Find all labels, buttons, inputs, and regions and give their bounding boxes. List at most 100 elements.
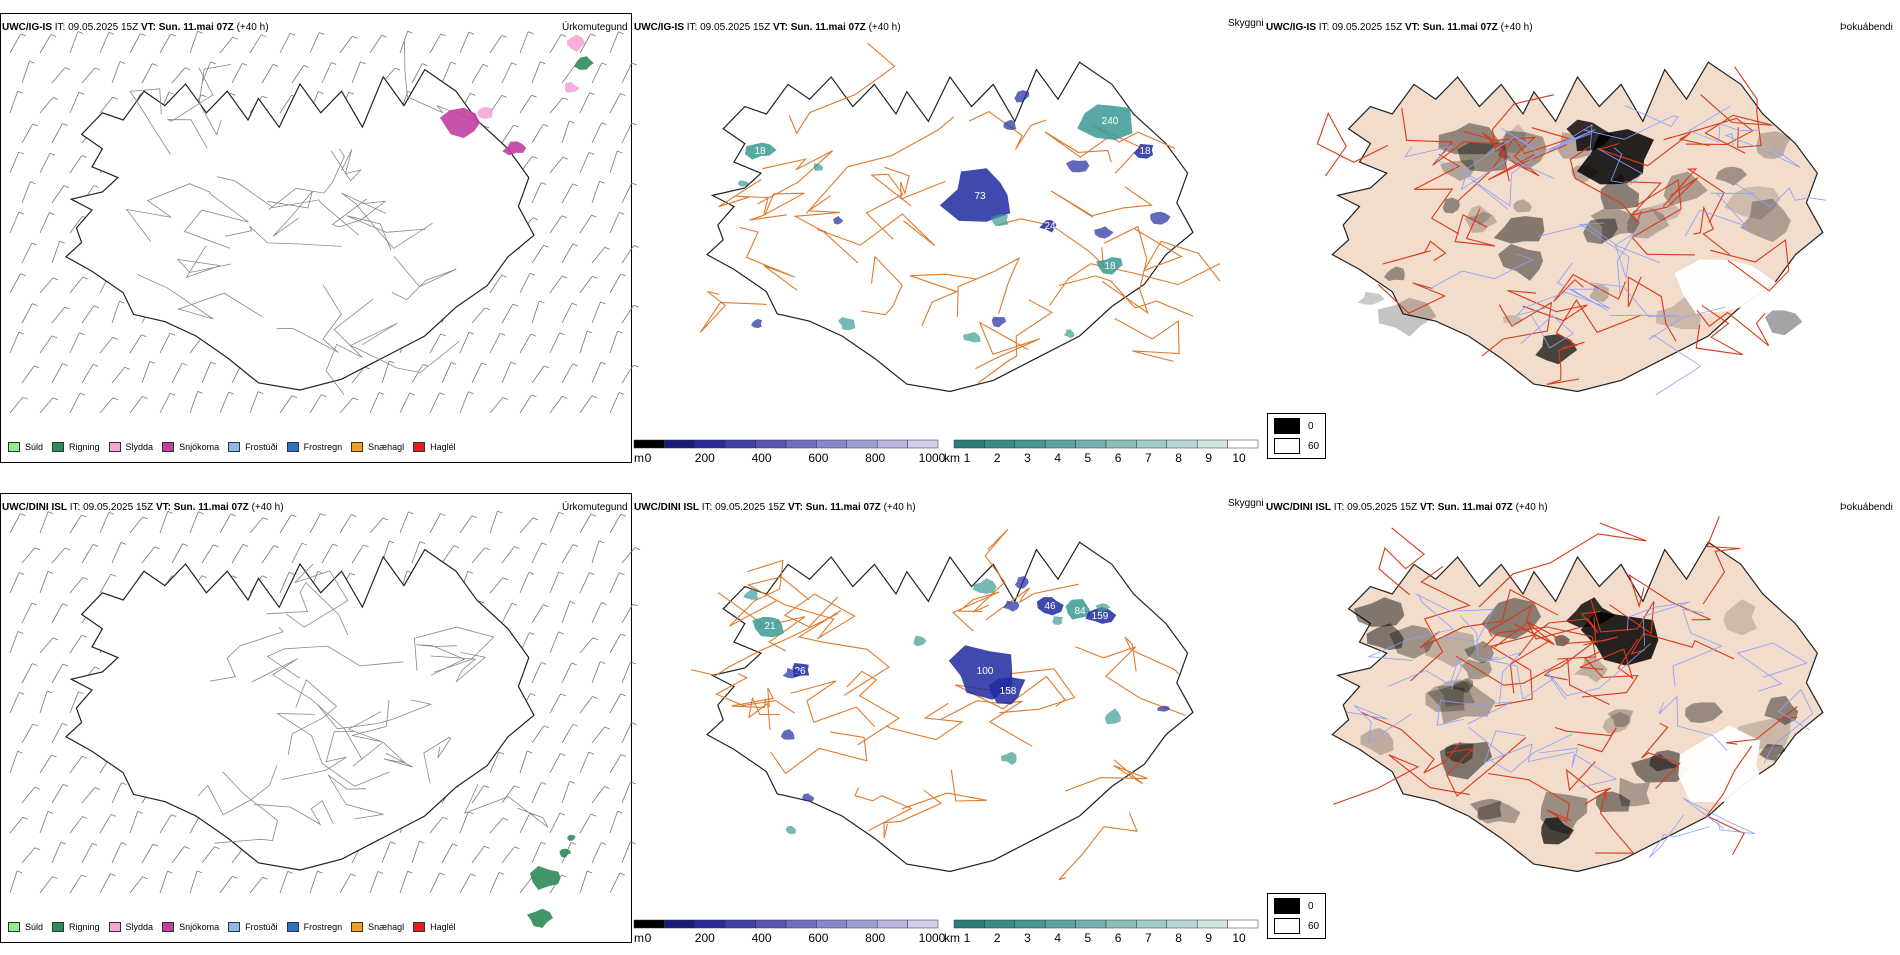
wind-barb — [502, 577, 509, 581]
wind-barb — [39, 97, 54, 114]
wind-barb — [184, 846, 190, 849]
wind-barb — [501, 62, 512, 84]
wind-barb — [429, 333, 441, 354]
weather-area — [1574, 657, 1608, 683]
road-line — [1578, 222, 1661, 279]
wind-barb — [201, 544, 214, 564]
colorbar-tick: 3 — [1024, 451, 1031, 465]
road-line — [1539, 747, 1618, 788]
wind-barb — [621, 722, 632, 744]
wind-barb — [189, 391, 199, 414]
wind-barb — [317, 570, 323, 574]
weather-area — [1104, 708, 1121, 725]
wind-barb — [201, 361, 212, 384]
wind-barb — [9, 273, 21, 294]
wind-barb — [319, 32, 325, 35]
wind-barb — [288, 571, 295, 575]
wind-barb — [519, 394, 532, 414]
wind-barb — [303, 64, 309, 68]
weather-area — [1759, 744, 1786, 761]
ceiling-label: 46 — [1044, 601, 1056, 612]
wind-barb — [619, 872, 625, 876]
wind-barb — [419, 840, 425, 844]
weather-area — [989, 677, 1026, 705]
road-line — [1134, 228, 1221, 282]
weather-area — [1039, 220, 1057, 233]
coastline — [705, 61, 1194, 393]
wind-barb — [52, 876, 58, 879]
wind-barb — [339, 36, 353, 54]
wind-barb — [617, 330, 623, 334]
colorbar-tick: 600 — [808, 451, 828, 465]
wind-barb — [411, 364, 424, 384]
wind-barb — [332, 543, 338, 547]
road-line — [1415, 593, 1495, 642]
road-line — [749, 192, 805, 221]
wind-barb — [514, 846, 520, 850]
wind-barb — [459, 332, 470, 354]
wind-barb — [601, 122, 607, 126]
wind-barb — [570, 841, 577, 845]
wind-barb — [631, 62, 637, 66]
wind-barb — [94, 666, 100, 670]
road-line — [1702, 516, 1741, 605]
wind-barb — [62, 603, 68, 607]
colorbar-segment — [907, 439, 939, 449]
wind-barb — [468, 391, 474, 395]
wind-barb — [18, 692, 25, 695]
weather-area — [1541, 817, 1574, 845]
wind-barb — [529, 632, 535, 635]
wind-barb — [171, 846, 185, 864]
road-line — [952, 591, 1000, 632]
ceiling-label: 18 — [1104, 261, 1116, 272]
wind-barb — [19, 572, 25, 575]
wind-barb — [9, 33, 22, 54]
wind-barb — [348, 91, 354, 95]
wind-barb — [579, 813, 592, 834]
wind-barb — [159, 871, 168, 894]
weather-area — [1066, 160, 1090, 173]
wind-barb — [501, 95, 507, 98]
road-line — [166, 67, 214, 149]
wind-barb — [561, 215, 568, 219]
wind-barb — [531, 662, 542, 684]
wind-barb — [609, 212, 620, 234]
wind-barb — [51, 723, 63, 744]
weather-area — [1476, 801, 1521, 824]
road-line — [1459, 615, 1557, 700]
road-line — [817, 213, 936, 247]
road-line — [909, 273, 977, 327]
weather-area — [1427, 680, 1496, 724]
wind-barb — [543, 244, 549, 248]
wind-barb — [600, 361, 606, 365]
wind-barb — [482, 63, 489, 67]
road-line — [1546, 341, 1585, 385]
wind-barb — [451, 362, 457, 365]
road-line — [176, 245, 231, 279]
wind-barb — [519, 31, 529, 54]
colorbar-segment — [1044, 919, 1076, 929]
wind-barb — [511, 602, 518, 606]
model-name: UWC/IG-IS — [1266, 22, 1316, 33]
ceiling-label: 240 — [1102, 116, 1119, 127]
wind-barb — [171, 363, 183, 384]
legend-swatch — [52, 922, 65, 932]
wind-barb — [78, 91, 85, 95]
wind-barb — [539, 300, 545, 304]
wind-barb — [501, 785, 515, 804]
wind-barb — [630, 841, 636, 845]
valid-time: Sun. 11.mai 07Z — [1437, 502, 1513, 513]
wind-barb — [569, 120, 575, 124]
wind-barb — [591, 361, 602, 384]
wind-barb — [119, 61, 126, 64]
wind-barb — [112, 337, 118, 340]
wind-barb — [549, 693, 561, 714]
wind-barb — [69, 216, 83, 234]
weather-area — [440, 107, 480, 138]
legend-swatch — [162, 442, 175, 452]
wind-barb — [633, 304, 639, 308]
weather-area — [1442, 197, 1460, 214]
wind-barb — [468, 811, 474, 815]
road-line — [1486, 651, 1523, 705]
